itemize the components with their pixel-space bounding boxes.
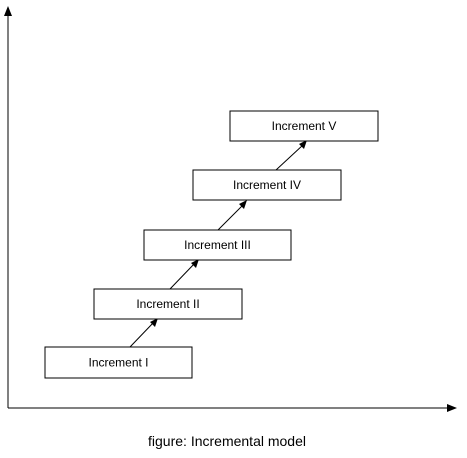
- increment-box-4-rect: [192, 169, 342, 201]
- increment-box-4: Increment IV: [192, 169, 342, 201]
- increment-label-2: Increment II: [136, 297, 199, 311]
- increment-box-1: Increment I: [44, 346, 193, 379]
- step-arrows: [129, 140, 307, 348]
- arrow-4-to-5-head: [299, 140, 307, 149]
- arrow-4-to-5: [275, 144, 304, 171]
- increment-box-3: Increment III: [143, 229, 292, 261]
- arrow-2-to-3-head: [191, 259, 199, 268]
- arrow-1-to-2-head: [150, 318, 158, 327]
- increment-box-2-rect: [93, 288, 243, 320]
- y-axis-arrowhead: [4, 6, 12, 16]
- arrow-3-to-4: [217, 204, 244, 231]
- increment-box-2: Increment II: [93, 288, 243, 320]
- increment-label-3: Increment III: [184, 238, 251, 252]
- increment-box-5: Increment V: [229, 110, 379, 142]
- increment-label-4: Increment IV: [233, 178, 301, 192]
- figure-caption: figure: Incremental model: [148, 433, 306, 449]
- increment-label-1: Increment I: [88, 356, 148, 370]
- axes: [4, 6, 457, 412]
- increment-box-3-rect: [143, 229, 292, 261]
- x-axis-arrowhead: [447, 404, 457, 412]
- arrow-1-to-2: [129, 321, 155, 348]
- arrow-2-to-3: [169, 262, 196, 290]
- increment-box-5-rect: [229, 110, 379, 142]
- increment-label-5: Increment V: [272, 119, 337, 133]
- arrow-3-to-4-head: [239, 200, 247, 209]
- increment-box-1-rect: [44, 346, 193, 379]
